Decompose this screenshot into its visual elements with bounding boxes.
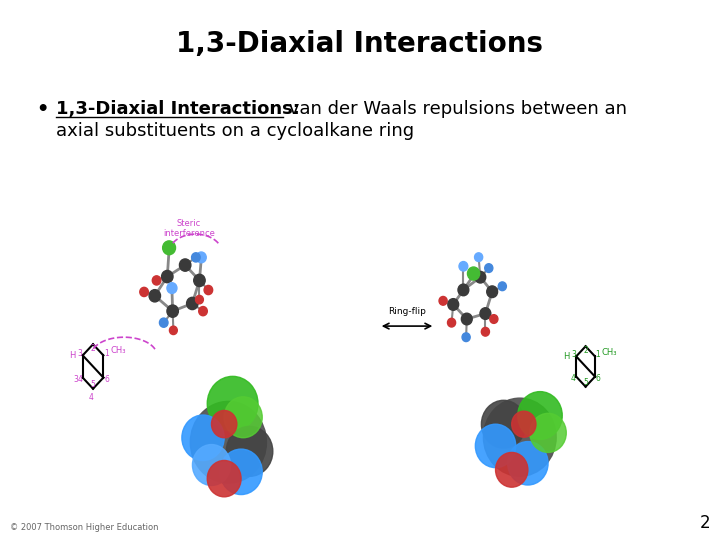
Text: H: H	[69, 351, 76, 360]
Circle shape	[530, 413, 567, 453]
Circle shape	[190, 401, 266, 483]
Circle shape	[179, 259, 191, 271]
Circle shape	[212, 410, 237, 438]
Circle shape	[448, 318, 456, 327]
Circle shape	[167, 283, 177, 293]
Circle shape	[153, 276, 161, 285]
Circle shape	[192, 444, 230, 485]
Text: 3: 3	[571, 350, 576, 359]
Text: 6: 6	[595, 374, 600, 383]
Text: 4: 4	[77, 375, 82, 384]
Circle shape	[480, 308, 491, 319]
Circle shape	[518, 392, 562, 440]
Text: 4: 4	[571, 374, 576, 383]
Text: 2: 2	[91, 344, 96, 353]
Text: 1,3-Diaxial Interactions: 1,3-Diaxial Interactions	[176, 30, 544, 58]
Circle shape	[196, 295, 203, 304]
Circle shape	[508, 442, 548, 485]
Text: 4: 4	[89, 393, 94, 402]
Circle shape	[204, 286, 212, 295]
Text: 6: 6	[104, 375, 109, 384]
Circle shape	[512, 411, 536, 437]
Text: 1,3-Diaxial Interactions:: 1,3-Diaxial Interactions:	[56, 100, 300, 118]
Circle shape	[149, 289, 161, 302]
Circle shape	[167, 305, 179, 318]
Text: Ring-flip: Ring-flip	[388, 307, 426, 316]
Circle shape	[163, 241, 176, 255]
Text: axial substituents on a cycloalkane ring: axial substituents on a cycloalkane ring	[56, 122, 414, 140]
Text: 1: 1	[595, 350, 600, 359]
Circle shape	[439, 296, 447, 305]
Circle shape	[161, 271, 173, 283]
Text: CH₃: CH₃	[111, 347, 126, 355]
Circle shape	[194, 274, 205, 287]
Text: 3: 3	[77, 349, 82, 357]
Circle shape	[207, 376, 258, 431]
Text: CH₃: CH₃	[602, 348, 617, 357]
Circle shape	[458, 284, 469, 296]
Circle shape	[199, 307, 207, 316]
Circle shape	[498, 282, 506, 291]
Circle shape	[482, 400, 526, 448]
Circle shape	[182, 415, 224, 461]
Circle shape	[226, 427, 273, 476]
Circle shape	[462, 313, 472, 325]
Text: 5: 5	[583, 378, 588, 387]
Circle shape	[467, 267, 480, 280]
Text: 2: 2	[583, 346, 588, 355]
Circle shape	[495, 453, 528, 487]
Circle shape	[448, 299, 459, 310]
Circle shape	[224, 397, 262, 438]
Text: 1: 1	[104, 349, 109, 357]
Circle shape	[169, 326, 177, 335]
Circle shape	[483, 398, 556, 476]
Circle shape	[159, 318, 168, 327]
Text: 3: 3	[73, 375, 78, 384]
Circle shape	[475, 272, 486, 283]
Text: H: H	[563, 352, 570, 361]
Circle shape	[482, 327, 490, 336]
Text: van der Waals repulsions between an: van der Waals repulsions between an	[283, 100, 627, 118]
Text: •: •	[36, 100, 48, 119]
Text: © 2007 Thomson Higher Education: © 2007 Thomson Higher Education	[10, 523, 158, 532]
Circle shape	[485, 264, 493, 273]
Circle shape	[220, 449, 262, 495]
Circle shape	[140, 287, 148, 296]
Circle shape	[207, 461, 241, 497]
Circle shape	[186, 298, 198, 309]
Circle shape	[474, 253, 482, 261]
Circle shape	[475, 424, 516, 468]
Circle shape	[490, 315, 498, 323]
Circle shape	[192, 253, 200, 262]
Circle shape	[487, 286, 498, 298]
Circle shape	[197, 252, 206, 263]
Text: 2: 2	[699, 514, 710, 532]
Text: Steric
interference: Steric interference	[163, 219, 215, 238]
Circle shape	[462, 333, 470, 342]
Circle shape	[459, 261, 468, 271]
Text: 5: 5	[91, 380, 96, 389]
